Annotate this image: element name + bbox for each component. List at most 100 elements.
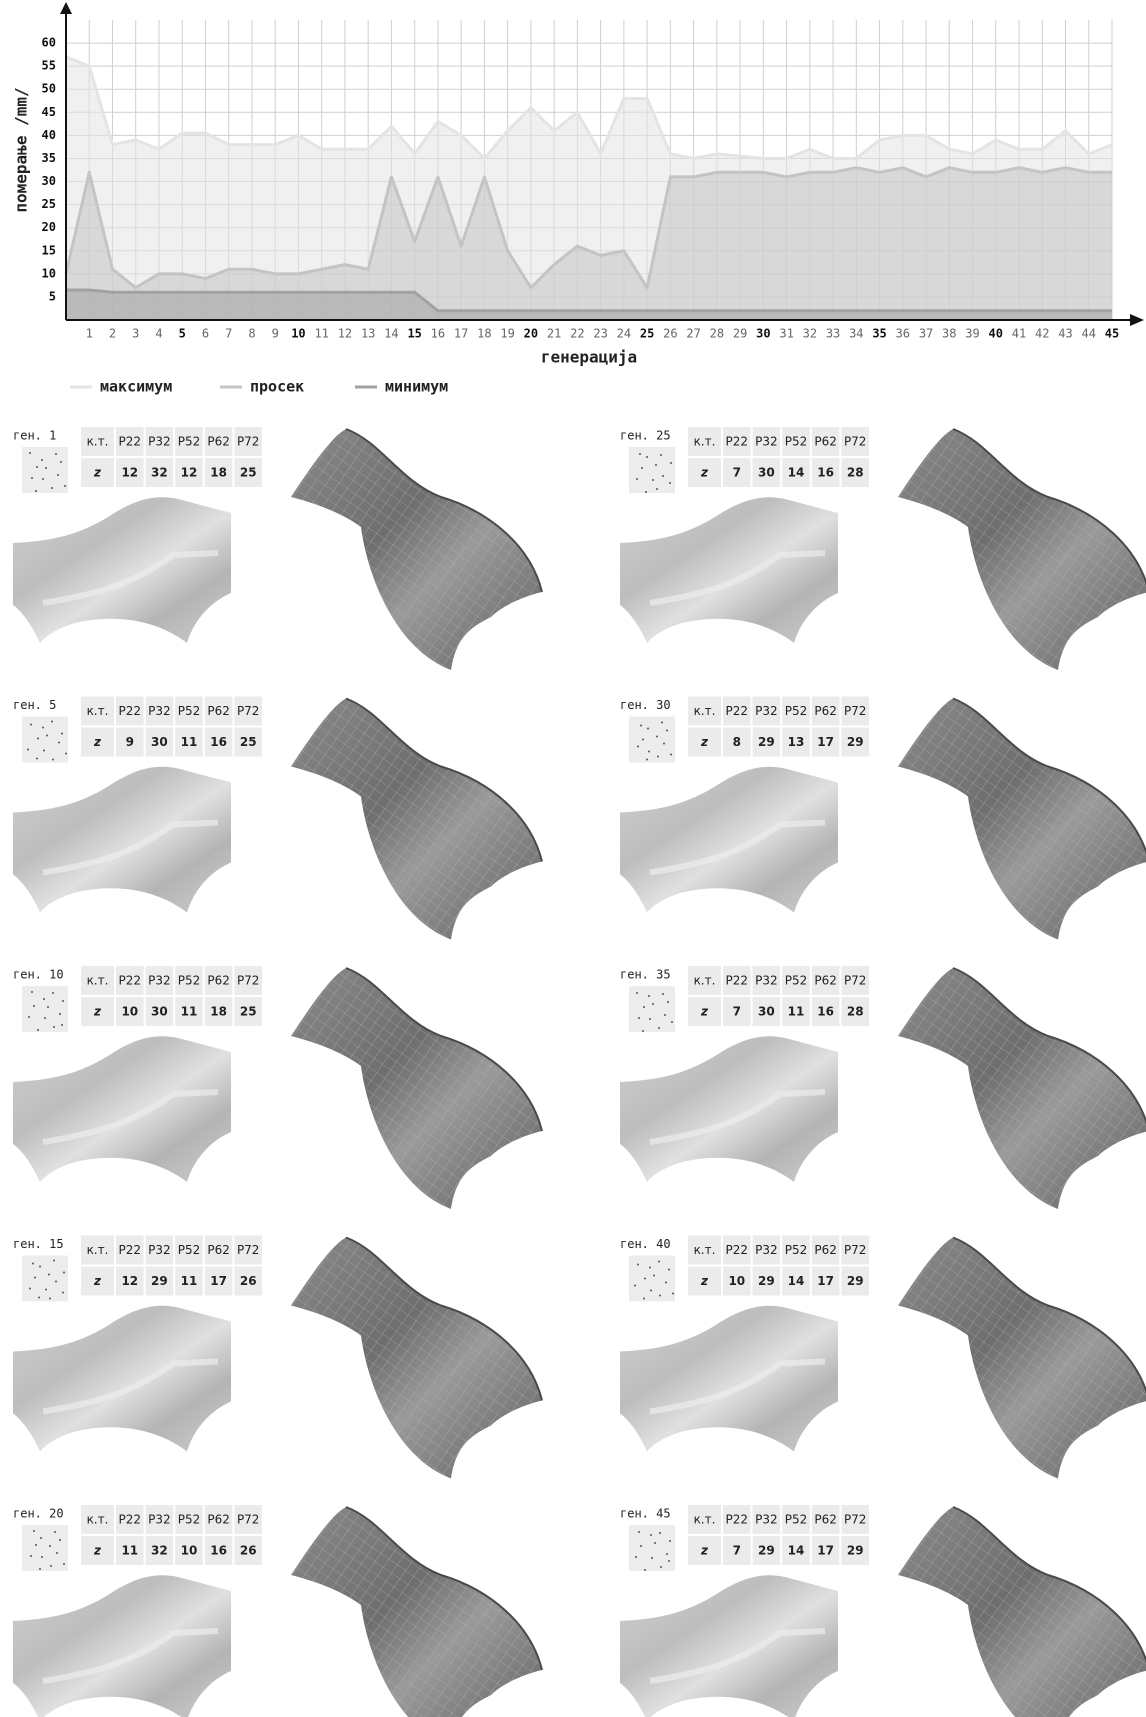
thumbnail-point [30,723,32,726]
table-cell [175,727,203,757]
table-header: к.т. [87,1243,109,1257]
table-value: 17 [817,1544,834,1558]
table-header: P62 [814,704,837,718]
table-cell [752,727,781,757]
x-tick-label: 25 [640,327,654,341]
x-tick-label: 23 [593,327,607,341]
thumbnail-point [654,1542,656,1544]
thumbnail-point [32,1262,34,1265]
x-tick-label: 42 [1035,327,1049,341]
table-header: к.т. [87,704,109,718]
table-header: к.т. [87,435,109,449]
thumbnail-point [59,1539,61,1541]
x-tick-label: 20 [524,327,538,341]
table-cell [145,966,174,995]
shell-mesh [898,429,1146,670]
x-tick-label: 17 [454,327,468,341]
thumbnail-point [51,487,53,489]
thumbnail-point [664,1014,666,1016]
table-cell [175,1536,203,1565]
table-header: к.т. [694,435,716,449]
thumbnail-point [35,490,37,492]
thumbnail [629,447,675,493]
table-cell [723,696,751,726]
table-header: P22 [119,435,142,449]
table-cell [723,966,751,995]
table-cell [811,997,840,1026]
table-cell [204,1266,233,1296]
thumbnail-point [649,1018,651,1020]
shell-mesh [291,968,542,1209]
table-cell [116,427,144,456]
x-tick-label: 29 [733,327,747,341]
table-cell [116,458,144,487]
table-header: P32 [148,974,171,988]
thumbnail-point [34,1276,36,1279]
table-cell [234,727,262,757]
shell-mesh [898,1237,1146,1479]
table-header: P62 [814,1243,837,1257]
table-header: к.т. [694,704,716,718]
table-cell [782,727,810,757]
flat-surface [620,497,838,643]
thumbnail-point [668,1268,670,1271]
table-cell [782,1266,810,1296]
series-line [64,166,1112,290]
thumbnail-point [658,1260,660,1263]
thumbnail-point [653,1274,655,1277]
flat-highlight [649,1358,826,1415]
shell-ridge [345,1506,543,1671]
thumbnail-point [659,1294,661,1297]
thumbnail-point [670,753,672,756]
table-value: 32 [151,1544,168,1558]
thumbnail-point [638,1017,640,1019]
table-value: 29 [758,735,775,749]
table-cell [688,1536,721,1565]
thumbnail-point [52,992,54,994]
flat-highlight [42,1089,219,1145]
thumbnail-point [43,749,45,752]
panel-label: ген. 20 [13,1507,64,1521]
panel-label: ген. 35 [620,968,671,982]
thumbnail [629,716,675,763]
table-cell [723,427,751,456]
x-tick-label: 16 [431,327,445,341]
thumbnail-point [639,453,641,455]
thumbnail-point [59,1013,61,1015]
table-cell [175,427,203,456]
thumbnail-point [670,462,672,464]
row-label: z [93,735,102,749]
table-cell [204,427,233,456]
table-cell [723,1505,751,1534]
table-header: P52 [785,704,808,718]
panel-label: ген. 1 [13,429,56,443]
thumbnail-point [646,758,648,761]
table-header: P52 [785,435,808,449]
thumbnail-point [652,1003,654,1005]
table-cell [841,696,869,726]
table-cell [782,696,810,726]
table-cell [175,458,203,487]
thumbnail-point [652,479,654,481]
series-line [66,288,1112,313]
table-value: 11 [181,735,198,749]
table-cell [723,1536,751,1565]
table-header: P72 [844,704,867,718]
table-header: P72 [844,435,867,449]
table-cell [752,696,781,726]
thumbnail-point [58,741,60,744]
table-cell [116,1266,144,1296]
thumbnail-point [41,459,43,461]
table-header: P72 [237,1243,260,1257]
table-value: 18 [210,466,227,480]
flat-highlight [42,550,219,606]
x-tick-label: 1 [86,327,93,341]
table-header: P32 [148,1513,171,1527]
x-tick-label: 34 [849,327,863,341]
table-value: 11 [181,1274,198,1288]
flat-highlight [42,1628,219,1684]
table-cell [752,966,781,995]
table-value: 12 [121,466,138,480]
thumbnail-point [57,474,59,476]
table-header: P52 [785,974,808,988]
